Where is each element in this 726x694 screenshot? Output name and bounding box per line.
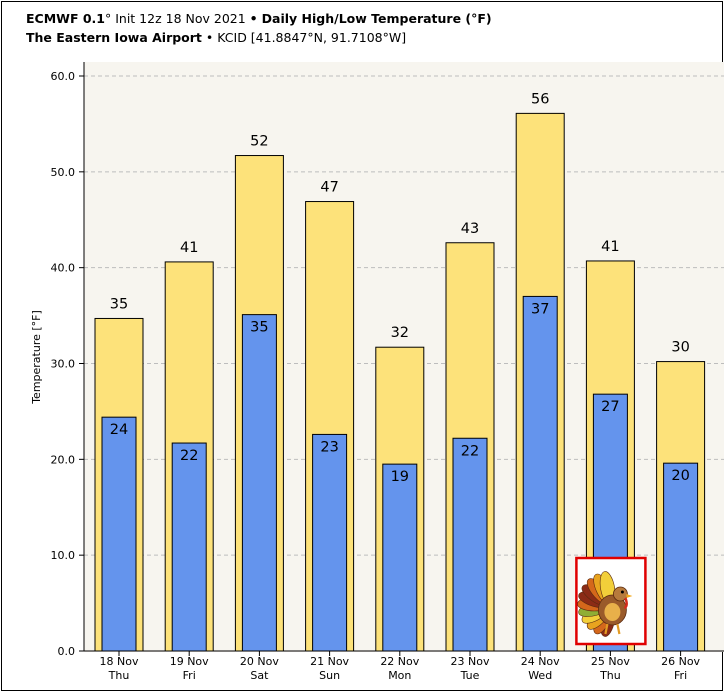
low-label: 23: [320, 439, 338, 455]
x-tick-label-date: 19 Nov: [170, 655, 209, 668]
y-tick-label: 20.0: [51, 453, 76, 466]
x-tick-label-date: 26 Nov: [661, 655, 700, 668]
station-name: The Eastern Iowa Airport: [26, 30, 202, 45]
x-tick-label-date: 25 Nov: [591, 655, 630, 668]
turkey-beak: [626, 594, 633, 598]
x-tick-label-date: 24 Nov: [521, 655, 560, 668]
chart-title: Daily High/Low Temperature (°F): [261, 11, 492, 26]
low-label: 27: [601, 399, 619, 415]
turkey-head: [613, 586, 628, 602]
turkey-breast: [604, 603, 621, 621]
low-label: 22: [461, 443, 479, 459]
high-label: 32: [391, 325, 409, 341]
y-tick-label: 30.0: [51, 358, 76, 371]
low-bar: [663, 462, 699, 652]
high-label: 30: [671, 340, 689, 356]
bars: 35 41 52 47 32 43 56 41 30 24 22 35 23 19 22 37 27 20: [94, 91, 706, 652]
turkey-eye: [620, 590, 624, 594]
low-bar: [171, 442, 207, 652]
init-time: Init 12z 18 Nov 2021: [115, 11, 246, 26]
x-tick-label-date: 20 Nov: [240, 655, 279, 668]
x-tick-label-date: 22 Nov: [380, 655, 419, 668]
low-label: 22: [180, 448, 198, 464]
holiday-highlight: [575, 556, 647, 646]
x-tick-label-date: 23 Nov: [451, 655, 490, 668]
y-tick-label: 0.0: [58, 645, 76, 658]
x-tick-label-day: Thu: [108, 669, 130, 682]
high-label: 41: [180, 240, 198, 256]
low-label: 37: [531, 301, 549, 317]
low-bar: [312, 433, 348, 652]
x-tick-label-day: Sun: [319, 669, 340, 682]
high-label: 35: [110, 296, 128, 312]
x-tick-label-date: 21 Nov: [310, 655, 349, 668]
x-tick-label-day: Mon: [388, 669, 411, 682]
low-label: 19: [391, 469, 409, 485]
low-bar: [101, 416, 137, 652]
y-tick-label: 60.0: [51, 70, 76, 83]
high-label: 43: [461, 221, 479, 237]
turkey-wattle: [623, 597, 628, 610]
x-tick-label-day: Sat: [250, 669, 269, 682]
y-tick-label: 10.0: [51, 549, 76, 562]
high-label: 56: [531, 91, 549, 107]
low-bar: [241, 314, 277, 652]
y-tick-label: 50.0: [51, 166, 76, 179]
x-tick-label-day: Fri: [183, 669, 196, 682]
header-bullet-2: •: [205, 30, 214, 45]
station-coords: KCID [41.8847°N, 91.7108°W]: [217, 30, 407, 45]
header-bullet-1: •: [249, 11, 258, 26]
low-bar: [452, 437, 488, 652]
high-label: 47: [320, 180, 338, 196]
low-label: 24: [110, 422, 128, 438]
high-label: 52: [250, 134, 268, 150]
low-bar: [382, 463, 418, 652]
y-tick-label: 40.0: [51, 262, 76, 275]
header-line-1: ECMWF 0.1° Init 12z 18 Nov 2021 • Daily …: [26, 9, 492, 28]
turkey-icon: [577, 571, 633, 637]
x-tick-label-day: Thu: [599, 669, 621, 682]
model-name: ECMWF 0.1: [26, 11, 105, 26]
x-tick-label-day: Fri: [674, 669, 687, 682]
high-label: 41: [601, 239, 619, 255]
x-tick-label-day: Tue: [460, 669, 480, 682]
turkey-legs: [604, 623, 621, 635]
low-label: 35: [250, 320, 268, 336]
low-bar: [522, 295, 558, 652]
y-axis-label: Temperature [°F]: [30, 310, 43, 405]
header-line-2: The Eastern Iowa Airport • KCID [41.8847…: [26, 28, 492, 47]
chart-header: ECMWF 0.1° Init 12z 18 Nov 2021 • Daily …: [26, 9, 492, 47]
x-tick-label-date: 18 Nov: [100, 655, 139, 668]
model-degree: °: [104, 11, 112, 26]
x-tick-label-day: Wed: [528, 669, 552, 682]
low-label: 20: [671, 468, 689, 484]
